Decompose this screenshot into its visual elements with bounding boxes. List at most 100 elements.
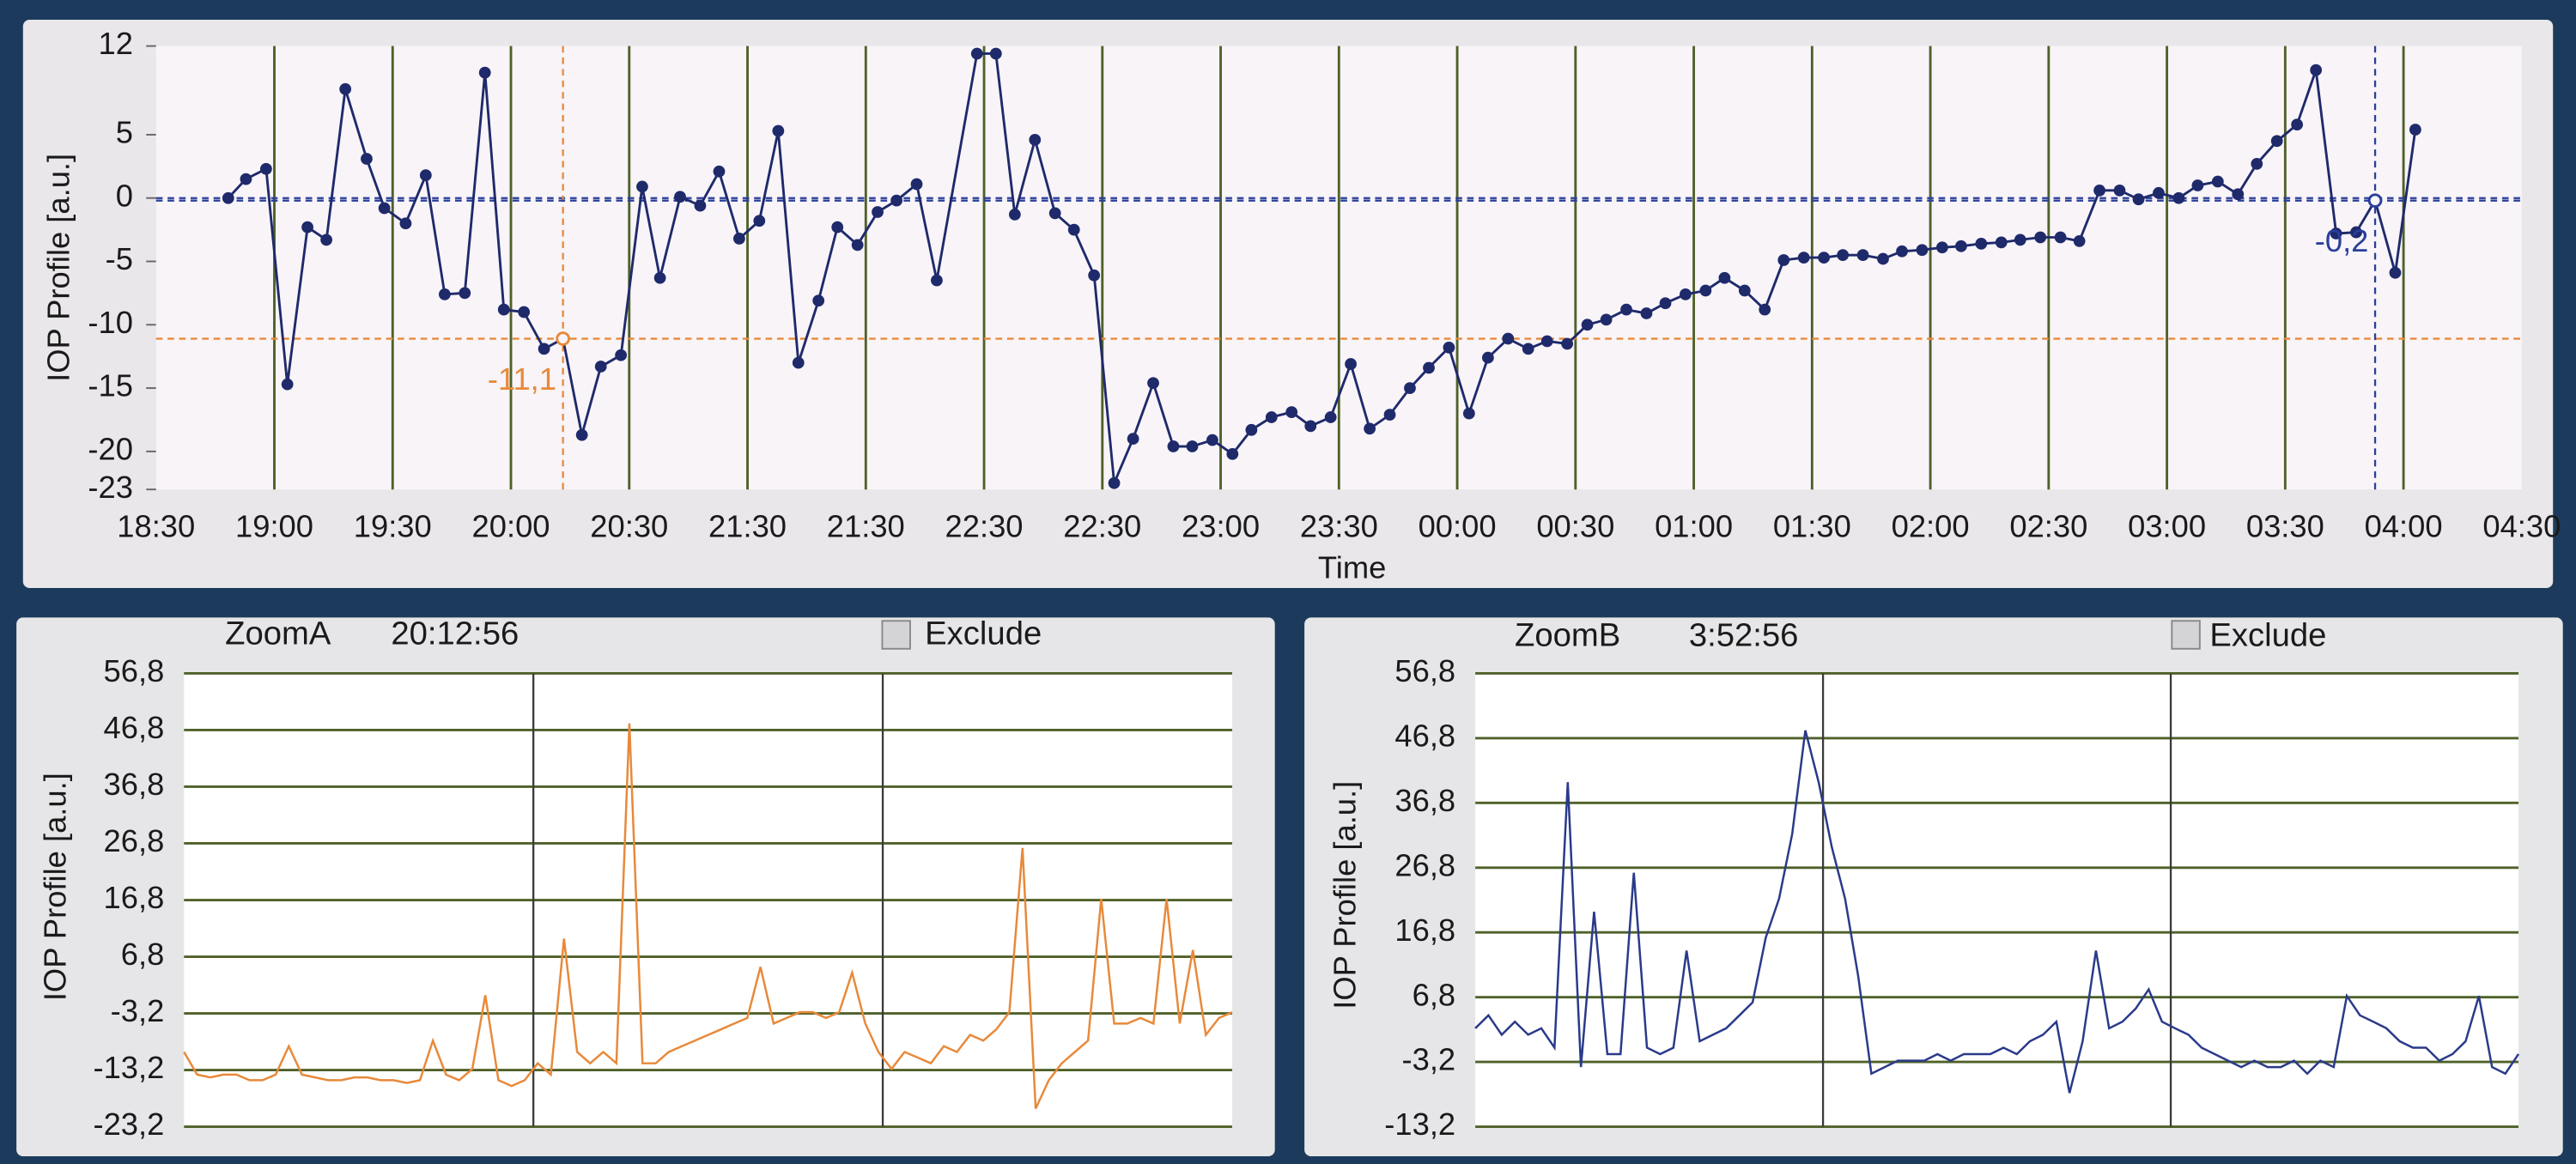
data-point bbox=[812, 294, 825, 307]
data-point bbox=[1877, 252, 1889, 265]
series-line bbox=[1474, 730, 2520, 1094]
data-point bbox=[831, 221, 844, 233]
data-point bbox=[970, 47, 983, 60]
data-point bbox=[1738, 284, 1751, 297]
data-point bbox=[1581, 318, 1594, 331]
y-tick-label: 56,8 bbox=[1394, 653, 1455, 688]
data-point bbox=[1127, 433, 1139, 446]
data-point bbox=[2350, 226, 2362, 239]
data-point bbox=[2270, 135, 2283, 148]
y-tick-label: 26,8 bbox=[104, 823, 165, 858]
y-tick-label: -13,2 bbox=[93, 1050, 164, 1085]
data-point bbox=[2054, 231, 2067, 244]
data-point bbox=[1502, 332, 1515, 345]
x-tick-label: 19:00 bbox=[235, 509, 313, 544]
x-tick-label: 19:30 bbox=[354, 509, 432, 544]
data-point bbox=[1659, 297, 1672, 310]
data-point bbox=[636, 180, 648, 193]
x-tick-label: 21:30 bbox=[827, 509, 905, 544]
data-point bbox=[438, 288, 451, 300]
data-point bbox=[1916, 244, 1929, 257]
data-point bbox=[2153, 186, 2165, 199]
x-tick-label: 20:30 bbox=[590, 509, 668, 544]
data-point bbox=[1067, 223, 1080, 236]
x-tick-label: 22:30 bbox=[1063, 509, 1141, 544]
data-point bbox=[2291, 118, 2304, 131]
x-tick-label: 01:30 bbox=[1773, 509, 1851, 544]
checkbox-label[interactable]: Exclude bbox=[925, 615, 1042, 652]
zoom-time: 3:52:56 bbox=[1689, 616, 1799, 653]
y-tick-label: 16,8 bbox=[1394, 912, 1455, 948]
data-point bbox=[772, 124, 785, 137]
y-tick-label: 36,8 bbox=[104, 767, 165, 802]
data-point bbox=[910, 178, 923, 191]
y-tick-label: -10 bbox=[88, 305, 133, 340]
data-point bbox=[1029, 133, 1042, 146]
data-point bbox=[674, 191, 686, 203]
data-point bbox=[594, 361, 607, 373]
x-tick-label: 20:00 bbox=[472, 509, 550, 544]
checkbox-label[interactable]: Exclude bbox=[2209, 616, 2326, 653]
data-point bbox=[1797, 252, 1810, 264]
x-tick-label: 22:30 bbox=[945, 509, 1024, 544]
data-point bbox=[1481, 351, 1494, 364]
y-tick-label: 26,8 bbox=[1394, 847, 1455, 882]
y-tick-label: 6,8 bbox=[121, 937, 165, 972]
data-point bbox=[753, 215, 766, 227]
data-point bbox=[1048, 207, 1061, 220]
data-point bbox=[478, 66, 491, 79]
data-point bbox=[1324, 411, 1337, 423]
y-tick-label: -20 bbox=[88, 432, 133, 467]
y-tick-label: -23,2 bbox=[93, 1106, 164, 1142]
data-point bbox=[1462, 407, 1475, 420]
exclude-checkbox[interactable] bbox=[881, 620, 911, 650]
y-tick-label: 46,8 bbox=[104, 710, 165, 745]
data-point bbox=[792, 356, 805, 369]
data-point bbox=[851, 239, 864, 252]
x-tick-label: 23:30 bbox=[1300, 509, 1378, 544]
y-tick-label: 12 bbox=[99, 26, 133, 61]
data-point bbox=[1285, 406, 1298, 419]
y-tick-label: 46,8 bbox=[1394, 718, 1455, 754]
y-tick-label: 56,8 bbox=[104, 653, 165, 688]
data-point bbox=[281, 378, 294, 391]
data-point bbox=[931, 274, 943, 287]
data-point bbox=[1265, 411, 1278, 423]
data-point bbox=[518, 306, 531, 318]
data-point bbox=[222, 191, 234, 204]
data-point bbox=[1443, 341, 1455, 354]
data-point bbox=[2132, 193, 2145, 206]
data-point bbox=[2310, 64, 2323, 76]
data-point bbox=[1383, 409, 1396, 421]
data-point bbox=[1245, 423, 1258, 436]
data-point bbox=[1640, 307, 1653, 319]
y-tick-label: -3,2 bbox=[111, 993, 165, 1028]
series-line bbox=[183, 723, 1233, 1110]
y-tick-label: 6,8 bbox=[1413, 977, 1456, 1012]
data-point bbox=[2034, 231, 2047, 244]
data-point bbox=[2093, 184, 2105, 197]
zoom-time: 20:12:56 bbox=[391, 615, 519, 652]
cursor-label: -11,1 bbox=[488, 361, 556, 397]
x-tick-label: 00:00 bbox=[1419, 509, 1497, 544]
x-tick-label: 03:00 bbox=[2128, 509, 2206, 544]
exclude-checkbox[interactable] bbox=[2171, 620, 2201, 650]
y-tick-label: 36,8 bbox=[1394, 783, 1455, 818]
data-point bbox=[1995, 236, 2008, 249]
data-point bbox=[2232, 188, 2245, 201]
y-axis-label: IOP Profile [a.u.] bbox=[38, 773, 73, 1001]
data-point bbox=[2409, 124, 2421, 136]
y-tick-label: -23 bbox=[88, 470, 133, 505]
data-point bbox=[653, 271, 666, 284]
x-tick-label: 02:30 bbox=[2009, 509, 2087, 544]
data-point bbox=[1935, 241, 1948, 254]
data-point bbox=[1304, 420, 1317, 433]
data-point bbox=[1345, 358, 1357, 370]
x-tick-label: 02:00 bbox=[1892, 509, 1970, 544]
data-point bbox=[301, 221, 313, 233]
data-point bbox=[419, 169, 432, 182]
data-point bbox=[2330, 227, 2342, 239]
data-point bbox=[989, 47, 1002, 60]
data-point bbox=[240, 173, 252, 185]
